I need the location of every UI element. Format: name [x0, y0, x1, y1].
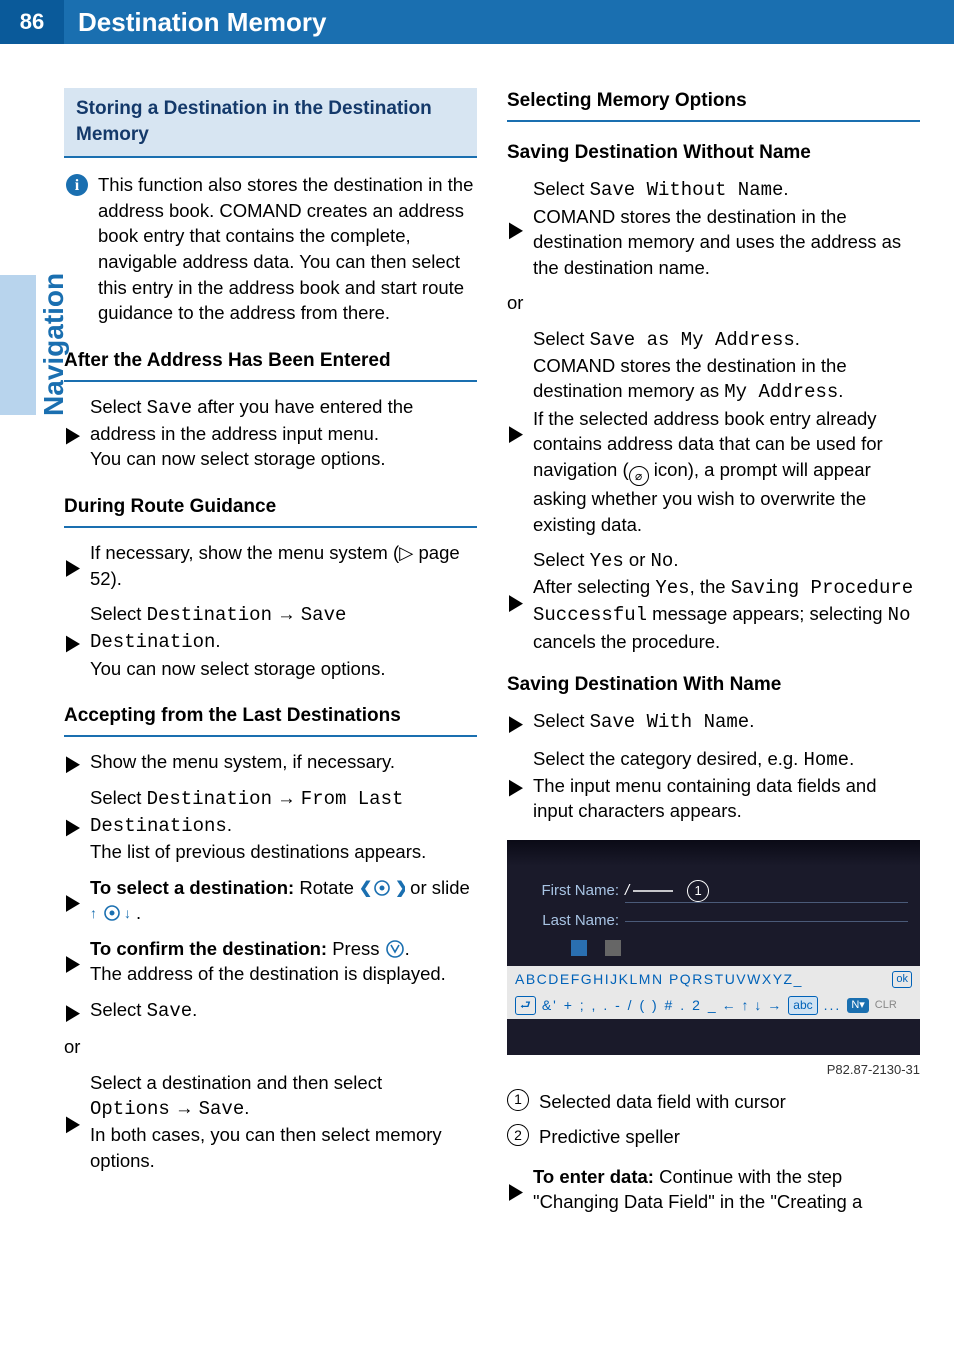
side-tab-label: Navigation: [38, 273, 70, 416]
step-text: Select Save With Name.: [533, 708, 754, 735]
legend-item: 2 Predictive speller: [507, 1124, 920, 1150]
step-item: Select a destination and then select Opt…: [64, 1070, 477, 1174]
content-columns: Storing a Destination in the Destination…: [0, 44, 954, 1245]
svg-text:i: i: [75, 177, 80, 194]
legend-number-icon: 1: [507, 1089, 529, 1111]
section-heading: Storing a Destination in the Destination…: [64, 88, 477, 158]
step-item: To select a destination: Rotate ❮ ❯ or s…: [64, 875, 477, 926]
callout-2-icon: 2: [692, 996, 702, 1015]
ss-abc-icon: abc: [788, 996, 817, 1015]
triangle-bullet-icon: [509, 1170, 523, 1215]
triangle-bullet-icon: [66, 881, 80, 926]
triangle-bullet-icon: [66, 791, 80, 865]
info-icon: i: [66, 174, 88, 196]
ss-last-name-label: Last Name:: [519, 911, 619, 932]
ss-symbol-row: ⮐ &' + ; , . - / ( ) # . 2 _ ← ↑ ↓ → abc…: [507, 993, 920, 1019]
triangle-bullet-icon: [66, 942, 80, 987]
ss-category-icon: [605, 940, 621, 956]
step-item: Select the category desired, e.g. Home. …: [507, 746, 920, 824]
ss-icon-row: [519, 940, 908, 956]
step-text: Show the menu system, if necessary.: [90, 749, 395, 775]
triangle-bullet-icon: [66, 755, 80, 775]
step-text: Select Destination → Save Destination. Y…: [90, 601, 477, 681]
slide-knob-icon: ↑ ↓: [90, 904, 136, 922]
legend-number-icon: 2: [507, 1124, 529, 1146]
step-text: Select Yes or No. After selecting Yes, t…: [533, 547, 920, 654]
step-item: Select Save as My Address. COMAND stores…: [507, 326, 920, 537]
triangle-bullet-icon: [509, 332, 523, 537]
press-knob-icon: [385, 940, 405, 958]
subheading-accept: Accepting from the Last Destinations: [64, 703, 477, 737]
step-text: Select Save as My Address. COMAND stores…: [533, 326, 920, 537]
left-column: Storing a Destination in the Destination…: [64, 88, 477, 1225]
step-item: Select Save With Name.: [507, 708, 920, 735]
step-text: Select Save Without Name. COMAND stores …: [533, 176, 920, 280]
page-header: 86 Destination Memory: [0, 0, 954, 44]
triangle-bullet-icon: [66, 607, 80, 681]
step-item: Show the menu system, if necessary.: [64, 749, 477, 775]
triangle-bullet-icon: [509, 752, 523, 824]
triangle-bullet-icon: [509, 182, 523, 280]
subheading-with-name: Saving Destination With Name: [507, 672, 920, 698]
right-column: Selecting Memory Options Saving Destinat…: [507, 88, 920, 1225]
image-code: P82.87-2130-31: [507, 1061, 920, 1079]
or-text: or: [507, 290, 920, 316]
or-text: or: [64, 1034, 477, 1060]
step-text: To confirm the destination: Press . The …: [90, 936, 446, 987]
ss-clr-icon: CLR: [875, 998, 897, 1013]
legend-text: Predictive speller: [539, 1124, 680, 1150]
svg-text:❯: ❯: [395, 880, 405, 897]
triangle-bullet-icon: [66, 1003, 80, 1024]
page-number: 86: [0, 0, 64, 44]
step-item: If necessary, show the menu system (▷ pa…: [64, 540, 477, 591]
step-item: Select Save Without Name. COMAND stores …: [507, 176, 920, 280]
triangle-bullet-icon: [66, 546, 80, 591]
nav-disc-icon: ⌀: [629, 466, 649, 486]
page-title: Destination Memory: [78, 7, 327, 38]
step-text: To select a destination: Rotate ❮ ❯ or s…: [90, 875, 477, 926]
subheading-without-name: Saving Destination Without Name: [507, 140, 920, 166]
ss-ok-icon: ok: [892, 971, 912, 988]
ss-flag-icon: N▾: [847, 998, 868, 1013]
step-text: To enter data: Continue with the step "C…: [533, 1164, 920, 1215]
ss-back-icon: ⮐: [515, 996, 536, 1015]
embedded-screenshot: First Name: / 1 Last Name:: [507, 840, 920, 1079]
callout-1-icon: 1: [687, 880, 709, 902]
step-item: Select Yes or No. After selecting Yes, t…: [507, 547, 920, 654]
step-text: Select a destination and then select Opt…: [90, 1070, 477, 1174]
svg-text:❮: ❮: [359, 880, 372, 897]
step-text: Select Save.: [90, 997, 197, 1024]
step-item: To enter data: Continue with the step "C…: [507, 1164, 920, 1215]
legend-text: Selected data field with cursor: [539, 1089, 786, 1115]
triangle-bullet-icon: [509, 714, 523, 735]
triangle-bullet-icon: [66, 1076, 80, 1174]
ss-first-name-label: First Name:: [519, 881, 619, 902]
triangle-bullet-icon: [509, 553, 523, 654]
step-text: Select Destination → From Last Destinati…: [90, 785, 477, 865]
step-item: Select Save after you have entered the a…: [64, 394, 477, 472]
svg-text:↑: ↑: [90, 905, 97, 921]
subheading-during: During Route Guidance: [64, 494, 477, 528]
step-text: If necessary, show the menu system (▷ pa…: [90, 540, 477, 591]
step-item: Select Save.: [64, 997, 477, 1024]
ss-category-icon: [571, 940, 587, 956]
subheading-after: After the Address Has Been Entered: [64, 348, 477, 382]
step-text: Select the category desired, e.g. Home. …: [533, 746, 920, 824]
info-text: This function also stores the destinatio…: [98, 172, 477, 325]
step-item: Select Destination → From Last Destinati…: [64, 785, 477, 865]
speller-screenshot: First Name: / 1 Last Name:: [507, 840, 920, 1055]
info-note: i This function also stores the destinat…: [64, 172, 477, 325]
svg-text:↓: ↓: [124, 905, 131, 921]
step-item: Select Destination → Save Destination. Y…: [64, 601, 477, 681]
subheading-memopt: Selecting Memory Options: [507, 88, 920, 122]
rotate-knob-icon: ❮ ❯: [359, 879, 405, 897]
side-tab: [0, 275, 36, 415]
legend-item: 1 Selected data field with cursor: [507, 1089, 920, 1115]
step-item: To confirm the destination: Press . The …: [64, 936, 477, 987]
step-text: Select Save after you have entered the a…: [90, 394, 477, 472]
ss-alphabet-row: ABCDEFGHIJKLMN PQRSTUVWXYZ_ ok: [507, 966, 920, 993]
ss-first-name-value: /: [625, 881, 629, 902]
